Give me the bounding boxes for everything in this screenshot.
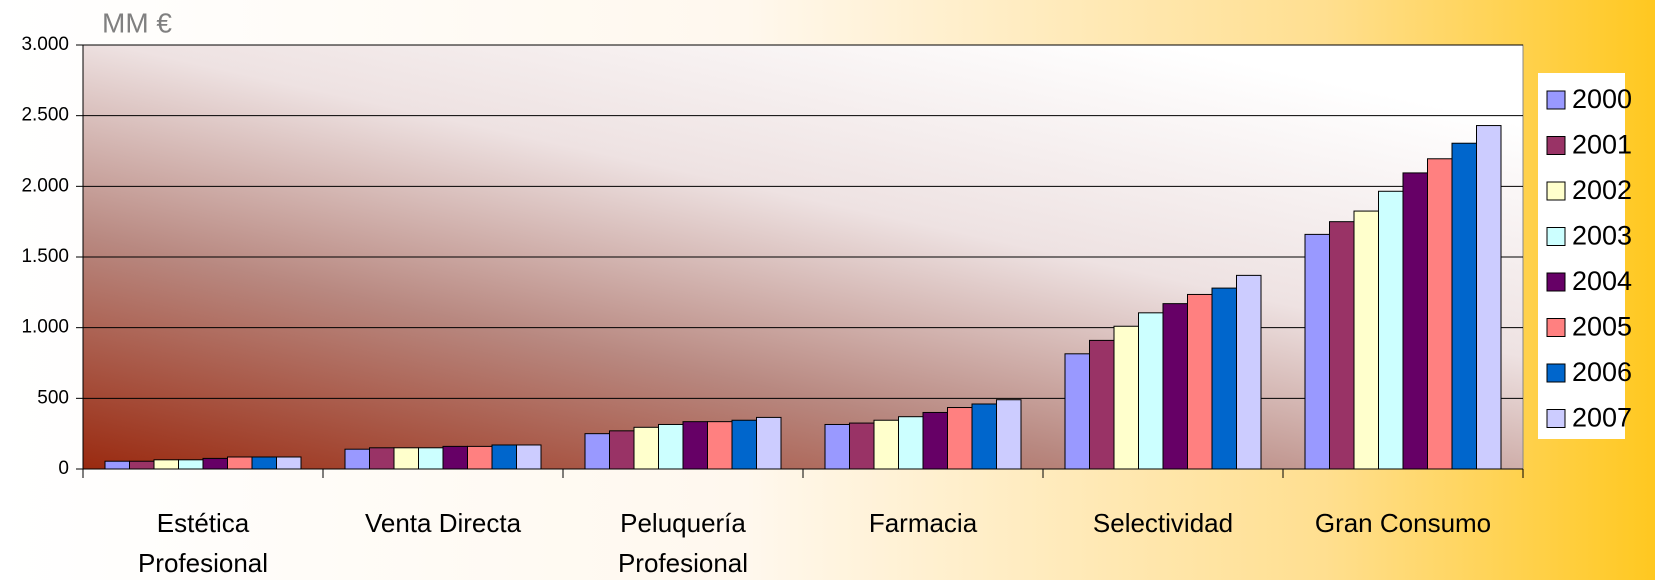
bar <box>276 456 302 470</box>
x-tick-label: Selectividad <box>1092 508 1234 538</box>
bar <box>971 403 997 470</box>
bar <box>1138 312 1164 470</box>
unit-title: MM € <box>102 7 172 38</box>
bar <box>442 445 468 470</box>
bar <box>633 426 659 470</box>
bar <box>682 421 708 470</box>
legend-label: 2002 <box>1572 175 1632 205</box>
legend-label: 2005 <box>1572 312 1632 342</box>
bar <box>153 459 179 470</box>
bar <box>996 399 1022 470</box>
legend-swatch <box>1546 409 1566 428</box>
y-tick-label: 1.500 <box>21 246 69 267</box>
y-tick-label: 2.000 <box>21 175 69 196</box>
bar <box>516 444 542 470</box>
bar <box>1476 125 1502 470</box>
legend-label: 2006 <box>1572 357 1632 387</box>
bar <box>584 433 610 470</box>
legend-label: 2003 <box>1572 221 1632 251</box>
bar <box>418 447 444 470</box>
legend-label: 2000 <box>1572 84 1632 114</box>
bar <box>1451 142 1477 470</box>
bar <box>849 422 875 470</box>
legend-label: 2004 <box>1572 266 1632 296</box>
bar <box>1236 274 1262 470</box>
bar <box>393 447 419 470</box>
bar <box>731 419 757 470</box>
y-tick-label: 3.000 <box>21 34 69 55</box>
y-tick-label: 0 <box>58 458 69 479</box>
bar <box>1402 172 1428 470</box>
bar <box>1089 339 1115 470</box>
bar <box>947 407 973 470</box>
y-tick-label: 2.500 <box>21 105 69 126</box>
legend-label: 2007 <box>1572 403 1632 433</box>
y-tick-label: 1.000 <box>21 317 69 338</box>
x-tick-label: Gran Consumo <box>1314 508 1492 538</box>
x-tick-label: Farmacia <box>868 508 978 538</box>
bar <box>1427 158 1453 470</box>
bar <box>178 459 204 470</box>
bar <box>227 456 253 470</box>
x-tick-label: Venta Directa <box>364 508 522 538</box>
bar <box>873 419 899 470</box>
y-tick-label: 500 <box>37 387 69 408</box>
x-tick-label: Estética Profesional <box>137 508 269 578</box>
legend-swatch <box>1546 181 1566 201</box>
bar <box>898 416 924 470</box>
x-tick-label: Peluquería Profesional <box>617 508 749 578</box>
bar <box>658 423 684 470</box>
bar <box>1113 325 1139 470</box>
legend-swatch <box>1546 136 1566 155</box>
bar <box>824 423 850 470</box>
legend-swatch <box>1546 272 1566 292</box>
bar <box>369 447 395 470</box>
bar <box>104 460 130 470</box>
bar <box>202 457 228 470</box>
bar <box>756 416 782 470</box>
bar <box>707 421 733 470</box>
bar <box>344 448 370 470</box>
bar <box>1304 233 1330 470</box>
bar <box>922 411 948 470</box>
legend-label: 2001 <box>1572 130 1632 160</box>
legend-swatch <box>1546 90 1566 110</box>
bar <box>129 460 155 470</box>
bar <box>1162 303 1188 470</box>
legend-swatch <box>1546 363 1566 383</box>
bar <box>1329 221 1355 470</box>
bar <box>1187 293 1213 470</box>
bar <box>1211 287 1237 470</box>
bar <box>491 444 517 470</box>
legend-swatch <box>1546 318 1566 337</box>
bar <box>1064 353 1090 470</box>
bar <box>251 456 277 470</box>
bar <box>1378 190 1404 470</box>
bar <box>609 430 635 470</box>
bar <box>467 445 493 470</box>
bar <box>1353 210 1379 470</box>
legend-swatch <box>1546 227 1566 246</box>
